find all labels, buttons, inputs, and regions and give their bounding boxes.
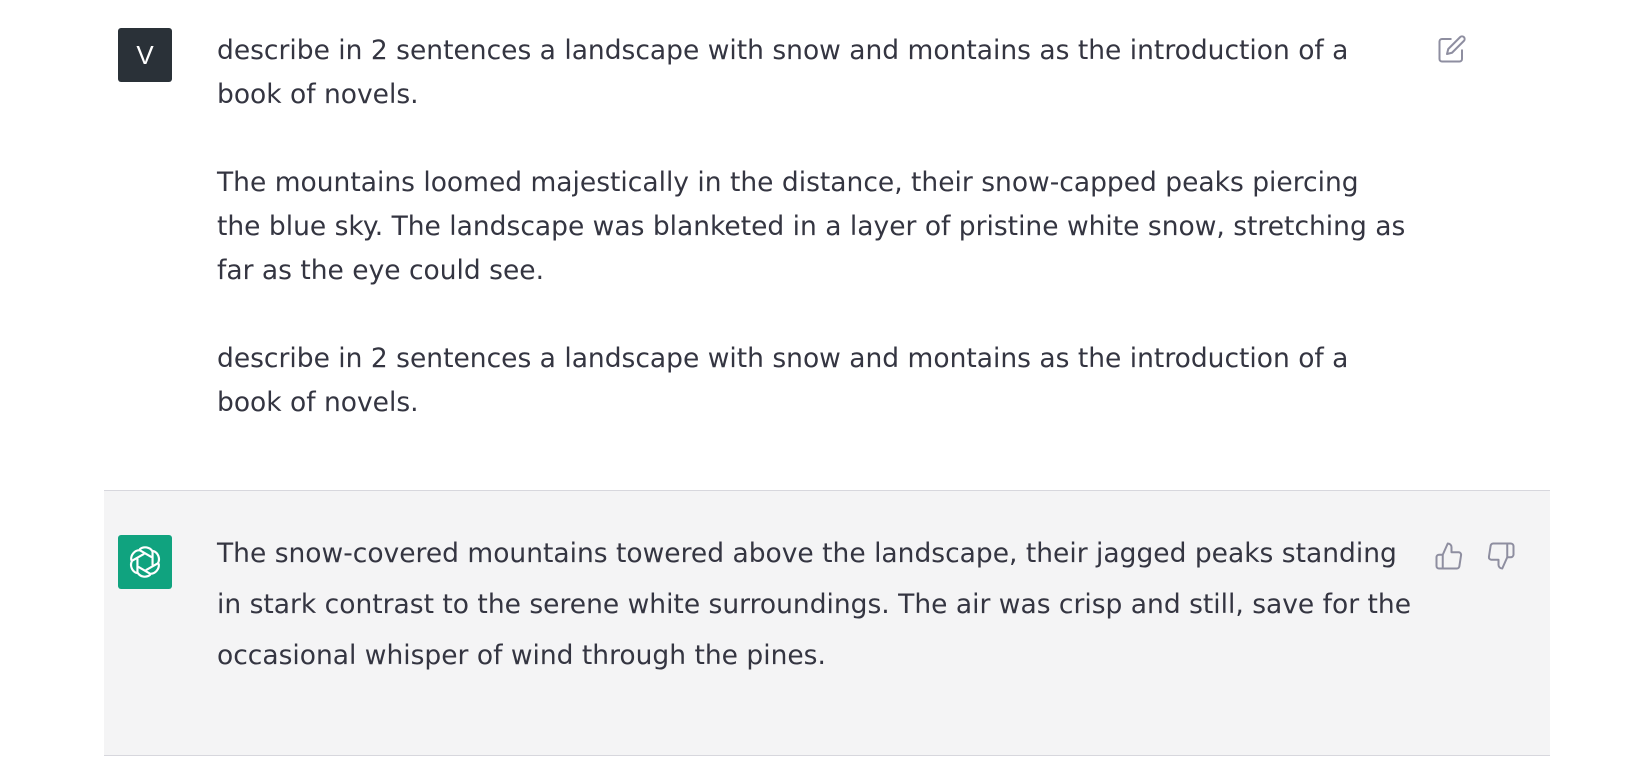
user-paragraph-2: The mountains loomed majestically in the… bbox=[217, 167, 1406, 286]
assistant-message: The snow-covered mountains towered above… bbox=[104, 491, 1550, 755]
user-message-text: describe in 2 sentences a landscape with… bbox=[217, 29, 1407, 469]
divider-top bbox=[104, 490, 1550, 491]
user-paragraph-1: describe in 2 sentences a landscape with… bbox=[217, 35, 1349, 110]
pencil-square-icon bbox=[1438, 35, 1466, 63]
user-avatar: V bbox=[118, 28, 172, 82]
thumbs-down-button[interactable] bbox=[1486, 541, 1516, 571]
thumbs-up-icon bbox=[1435, 542, 1463, 570]
assistant-avatar bbox=[118, 535, 172, 589]
thumbs-up-button[interactable] bbox=[1434, 541, 1464, 571]
user-paragraph-3: describe in 2 sentences a landscape with… bbox=[217, 343, 1349, 418]
edit-message-button[interactable] bbox=[1437, 34, 1467, 64]
assistant-message-text: The snow-covered mountains towered above… bbox=[217, 538, 1412, 671]
divider-bottom bbox=[104, 755, 1550, 756]
user-message: V describe in 2 sentences a landscape wi… bbox=[118, 28, 1467, 469]
openai-logo-icon bbox=[127, 546, 163, 578]
thumbs-down-icon bbox=[1487, 542, 1515, 570]
